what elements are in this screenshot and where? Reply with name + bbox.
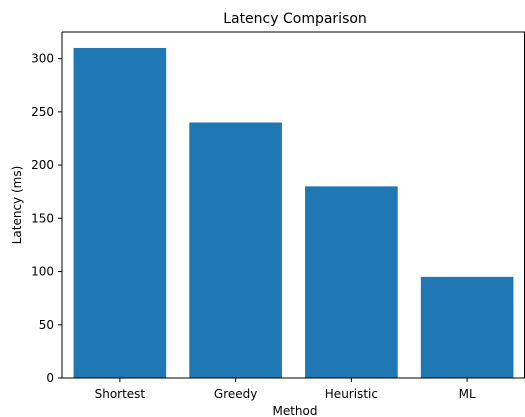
y-tick-label: 150: [31, 211, 54, 225]
bar-ml: [420, 276, 514, 378]
y-tick-label: 300: [31, 52, 54, 66]
x-tick-label: Shortest: [95, 387, 146, 401]
y-tick-label: 250: [31, 105, 54, 119]
x-tick-label: ML: [459, 387, 476, 401]
plot-area: 0 50 100 150 200 250 300 Shortest Greedy Heuristi…: [31, 31, 525, 401]
y-tick-label: 0: [46, 371, 54, 385]
y-tick-label: 100: [31, 265, 54, 279]
x-tick-label: Greedy: [214, 387, 257, 401]
y-tick-label: 200: [31, 158, 54, 172]
x-tick-label: Heuristic: [325, 387, 378, 401]
chart-title: Latency Comparison: [223, 11, 367, 27]
bar-heuristic: [305, 186, 398, 378]
bar-greedy: [189, 122, 282, 378]
y-axis-label: Latency (ms): [10, 166, 24, 245]
x-axis-label: Method: [272, 404, 317, 417]
bar-shortest: [73, 47, 167, 378]
y-tick-label: 50: [39, 318, 54, 332]
